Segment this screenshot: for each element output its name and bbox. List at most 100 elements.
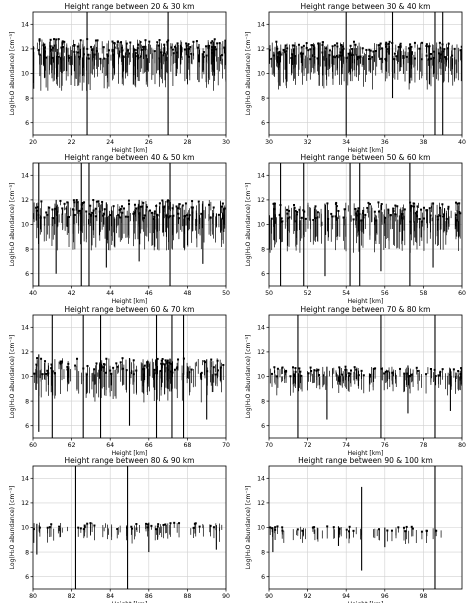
- data-point: [338, 54, 341, 57]
- data-point: [94, 39, 97, 42]
- data-point: [444, 56, 447, 59]
- data-point: [301, 52, 304, 55]
- data-point: [289, 375, 292, 378]
- data-point: [57, 55, 60, 58]
- data-point: [285, 50, 288, 53]
- data-point: [351, 47, 354, 50]
- data-point: [412, 202, 415, 205]
- data-point: [420, 208, 423, 211]
- data-point: [146, 523, 149, 526]
- data-point: [181, 204, 184, 207]
- x-tick-label: 90: [265, 593, 273, 600]
- data-point: [212, 366, 215, 369]
- y-tick-label: 10: [21, 525, 29, 532]
- data-point: [439, 46, 442, 49]
- data-point: [112, 205, 115, 208]
- data-point: [63, 40, 66, 43]
- y-tick-label: 6: [261, 120, 265, 127]
- data-point: [365, 49, 368, 52]
- data-point: [50, 523, 53, 526]
- data-point: [191, 200, 194, 203]
- data-point: [347, 372, 350, 375]
- data-point: [442, 50, 445, 53]
- data-point: [270, 57, 273, 60]
- data-point: [105, 357, 108, 360]
- data-point: [40, 357, 43, 360]
- data-point: [334, 56, 337, 59]
- data-point: [273, 202, 276, 205]
- data-point: [126, 49, 129, 52]
- data-point: [345, 528, 348, 531]
- y-axis-label: Log(H₂O abundance) [cm⁻³]: [245, 486, 252, 570]
- data-point: [458, 202, 461, 205]
- data-point: [292, 373, 295, 376]
- data-point: [368, 203, 371, 206]
- data-point: [215, 48, 218, 51]
- data-point: [312, 219, 315, 222]
- data-point: [196, 46, 199, 49]
- data-point: [44, 360, 47, 363]
- x-tick-label: 60: [458, 290, 466, 297]
- data-point: [92, 199, 95, 202]
- data-point: [352, 40, 355, 43]
- data-point: [338, 527, 341, 530]
- data-point: [407, 375, 410, 378]
- data-point: [122, 55, 125, 58]
- data-point: [87, 57, 90, 60]
- data-point: [272, 54, 275, 57]
- data-point: [189, 46, 192, 49]
- data-point: [429, 367, 432, 370]
- x-axis-label: Height [km]: [112, 298, 148, 305]
- data-point: [145, 205, 148, 208]
- data-point: [170, 370, 173, 373]
- data-point: [362, 374, 365, 377]
- data-point: [387, 42, 390, 45]
- data-point: [61, 360, 64, 363]
- data-point: [73, 201, 76, 204]
- data-point: [170, 46, 173, 49]
- x-tick-label: 20: [29, 139, 37, 146]
- data-series: [269, 163, 462, 286]
- data-point: [385, 50, 388, 53]
- data-point: [212, 206, 215, 209]
- data-point: [374, 367, 377, 370]
- data-point: [342, 216, 345, 219]
- data-point: [85, 210, 88, 213]
- chart-title: Height range between 60 & 70 km: [65, 305, 195, 314]
- data-point: [271, 527, 274, 530]
- data-point: [66, 201, 69, 204]
- data-point: [153, 210, 156, 213]
- data-point: [331, 215, 334, 218]
- data-point: [313, 369, 316, 372]
- data-point: [321, 43, 324, 46]
- data-point: [53, 44, 56, 47]
- data-point: [292, 49, 295, 52]
- data-point: [442, 213, 445, 216]
- data-point: [295, 220, 298, 223]
- data-point: [380, 203, 383, 206]
- data-point: [402, 56, 405, 59]
- data-point: [167, 216, 170, 219]
- data-point: [293, 206, 296, 209]
- data-point: [188, 371, 191, 374]
- data-point: [395, 55, 398, 58]
- data-point: [103, 208, 106, 211]
- y-axis-label: Log(H₂O abundance) [cm⁻³]: [9, 486, 16, 570]
- data-point: [102, 212, 105, 215]
- data-point: [33, 372, 36, 375]
- data-point: [153, 215, 156, 218]
- data-point: [45, 56, 48, 59]
- y-tick-label: 10: [257, 71, 265, 78]
- data-point: [93, 53, 96, 56]
- data-point: [317, 42, 320, 45]
- data-point: [140, 48, 143, 51]
- x-axis-label: Height [km]: [348, 601, 384, 603]
- data-point: [185, 42, 188, 45]
- data-point: [284, 50, 287, 53]
- data-point: [415, 366, 418, 369]
- data-point: [132, 359, 135, 362]
- data-point: [67, 54, 70, 57]
- data-point: [271, 372, 274, 375]
- data-point: [195, 40, 198, 43]
- data-point: [453, 47, 456, 50]
